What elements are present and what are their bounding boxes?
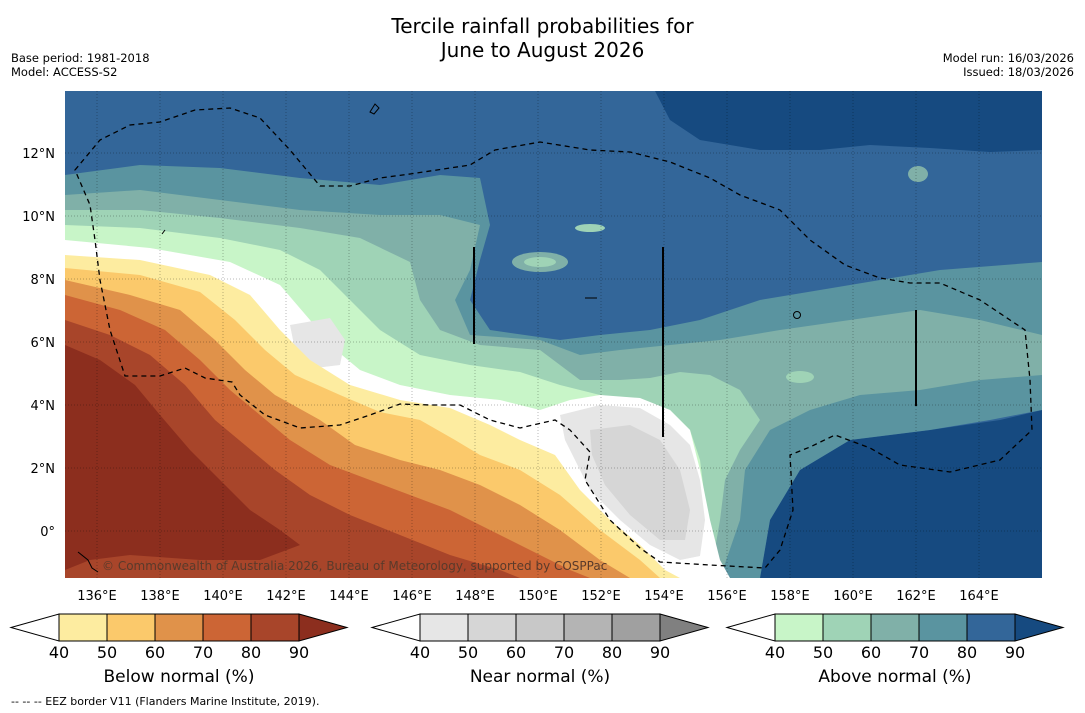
map-panel: © Commonwealth of Australia 2026, Bureau… xyxy=(65,91,1042,578)
eez-border xyxy=(74,107,1033,569)
colorbar-segment xyxy=(106,613,156,642)
fill-below-90 xyxy=(65,345,300,570)
colorbar-tick-label: 90 xyxy=(650,643,670,662)
lon-tick-label: 152°E xyxy=(581,589,621,604)
model-name: Model: ACCESS-S2 xyxy=(11,65,118,79)
lat-tick-label: 4°N xyxy=(31,399,56,414)
lon-tick-label: 140°E xyxy=(203,589,243,604)
colorbar-segment xyxy=(515,613,565,642)
colorbar-segment xyxy=(202,613,252,642)
colorbar-extend-high xyxy=(659,613,710,642)
lat-axis: 12°N 10°N 8°N 6°N 4°N 2°N 0° xyxy=(22,147,55,540)
colorbar-extend-high xyxy=(1014,613,1065,642)
map-title: Tercile rainfall probabilities for June … xyxy=(0,14,1085,62)
lat-tick-label: 6°N xyxy=(31,336,56,351)
colorbar-tick-label: 80 xyxy=(602,643,622,662)
lon-axis: 136°E 138°E 140°E 142°E 144°E 146°E 148°E 150°E… xyxy=(77,589,999,604)
blob-small xyxy=(575,224,605,232)
lon-tick-label: 148°E xyxy=(455,589,495,604)
fill-above-80-south xyxy=(760,410,1042,578)
lon-tick-label: 162°E xyxy=(896,589,936,604)
lon-tick-label: 138°E xyxy=(140,589,180,604)
colorbar-tick-label: 80 xyxy=(957,643,977,662)
colorbar-segment xyxy=(870,613,920,642)
colorbar-segment xyxy=(154,613,204,642)
fill-near-60 xyxy=(590,425,690,540)
lon-tick-label: 158°E xyxy=(770,589,810,604)
colorbar-segment xyxy=(419,613,469,642)
colorbar-segment xyxy=(58,613,108,642)
colorbar-tick-label: 90 xyxy=(289,643,309,662)
colorbar-tick-label: 90 xyxy=(1005,643,1025,662)
blob-southeast xyxy=(786,371,814,383)
colorbar-tick-label: 40 xyxy=(49,643,69,662)
colorbar-tick-label: 60 xyxy=(145,643,165,662)
lon-tick-label: 164°E xyxy=(959,589,999,604)
island xyxy=(793,311,801,319)
colorbar-segment xyxy=(966,613,1016,642)
lat-tick-label: 8°N xyxy=(31,273,56,288)
lat-tick-label: 10°N xyxy=(22,210,55,225)
lon-tick-label: 154°E xyxy=(644,589,684,604)
colorbar-below-label: Below normal (%) xyxy=(103,667,255,687)
colorbar-near-label: Near normal (%) xyxy=(469,667,611,687)
lat-tick-label: 12°N xyxy=(22,147,55,162)
blob-north-core xyxy=(524,257,556,267)
islands xyxy=(77,103,801,573)
colorbar-segment xyxy=(918,613,968,642)
colorbar-tick-label: 80 xyxy=(241,643,261,662)
colorbar-above: 40 50 60 70 80 90 xyxy=(725,613,1065,662)
meta-left: Base period: 1981-2018 Model: ACCESS-S2 xyxy=(11,51,150,79)
lat-tick-label: 2°N xyxy=(31,462,56,477)
lon-tick-label: 136°E xyxy=(77,589,117,604)
colorbar-segment xyxy=(250,613,300,642)
island xyxy=(77,551,99,573)
island xyxy=(369,103,380,115)
lon-tick-label: 146°E xyxy=(392,589,432,604)
colorbar-tick-label: 70 xyxy=(554,643,574,662)
colorbar-near: 40 50 60 70 80 90 xyxy=(370,613,710,662)
fill-above-80-north xyxy=(655,91,1042,152)
colorbar-extend-high xyxy=(298,613,349,642)
colorbar-tick-label: 70 xyxy=(909,643,929,662)
colorbar-segment xyxy=(774,613,824,642)
colorbar-extend-low xyxy=(370,613,421,642)
meta-right: Model run: 16/03/2026 Issued: 18/03/2026 xyxy=(943,51,1074,79)
issued-date: Issued: 18/03/2026 xyxy=(963,65,1074,79)
colorbar-tick-label: 70 xyxy=(193,643,213,662)
blob-east xyxy=(908,166,928,182)
lon-tick-label: 150°E xyxy=(518,589,558,604)
island xyxy=(161,229,166,235)
map-credit: © Commonwealth of Australia 2026, Bureau… xyxy=(102,559,607,573)
colorbar-segment xyxy=(611,613,661,642)
base-period: Base period: 1981-2018 xyxy=(11,51,150,65)
colorbar-tick-label: 40 xyxy=(410,643,430,662)
lon-tick-label: 156°E xyxy=(707,589,747,604)
colorbar-tick-label: 60 xyxy=(506,643,526,662)
lon-tick-label: 142°E xyxy=(266,589,306,604)
lon-tick-label: 160°E xyxy=(833,589,873,604)
title-line-2: June to August 2026 xyxy=(440,38,645,62)
colorbar-tick-label: 60 xyxy=(861,643,881,662)
colorbar-extend-low xyxy=(725,613,776,642)
colorbar-tick-label: 50 xyxy=(97,643,117,662)
title-line-1: Tercile rainfall probabilities for xyxy=(391,14,694,38)
colorbar-extend-low xyxy=(9,613,60,642)
lon-tick-label: 144°E xyxy=(329,589,369,604)
colorbar-segment xyxy=(467,613,517,642)
colorbar-tick-label: 40 xyxy=(765,643,785,662)
colorbar-segment xyxy=(822,613,872,642)
footnote: -- -- -- EEZ border V11 (Flanders Marine… xyxy=(11,695,320,708)
colorbar-above-label: Above normal (%) xyxy=(818,667,972,687)
colorbar-tick-label: 50 xyxy=(813,643,833,662)
lat-tick-label: 0° xyxy=(40,525,55,540)
model-run: Model run: 16/03/2026 xyxy=(942,51,1074,65)
colorbar-below: 40 50 60 70 80 90 xyxy=(9,613,349,662)
colorbar-tick-label: 50 xyxy=(458,643,478,662)
colorbar-segment xyxy=(563,613,613,642)
